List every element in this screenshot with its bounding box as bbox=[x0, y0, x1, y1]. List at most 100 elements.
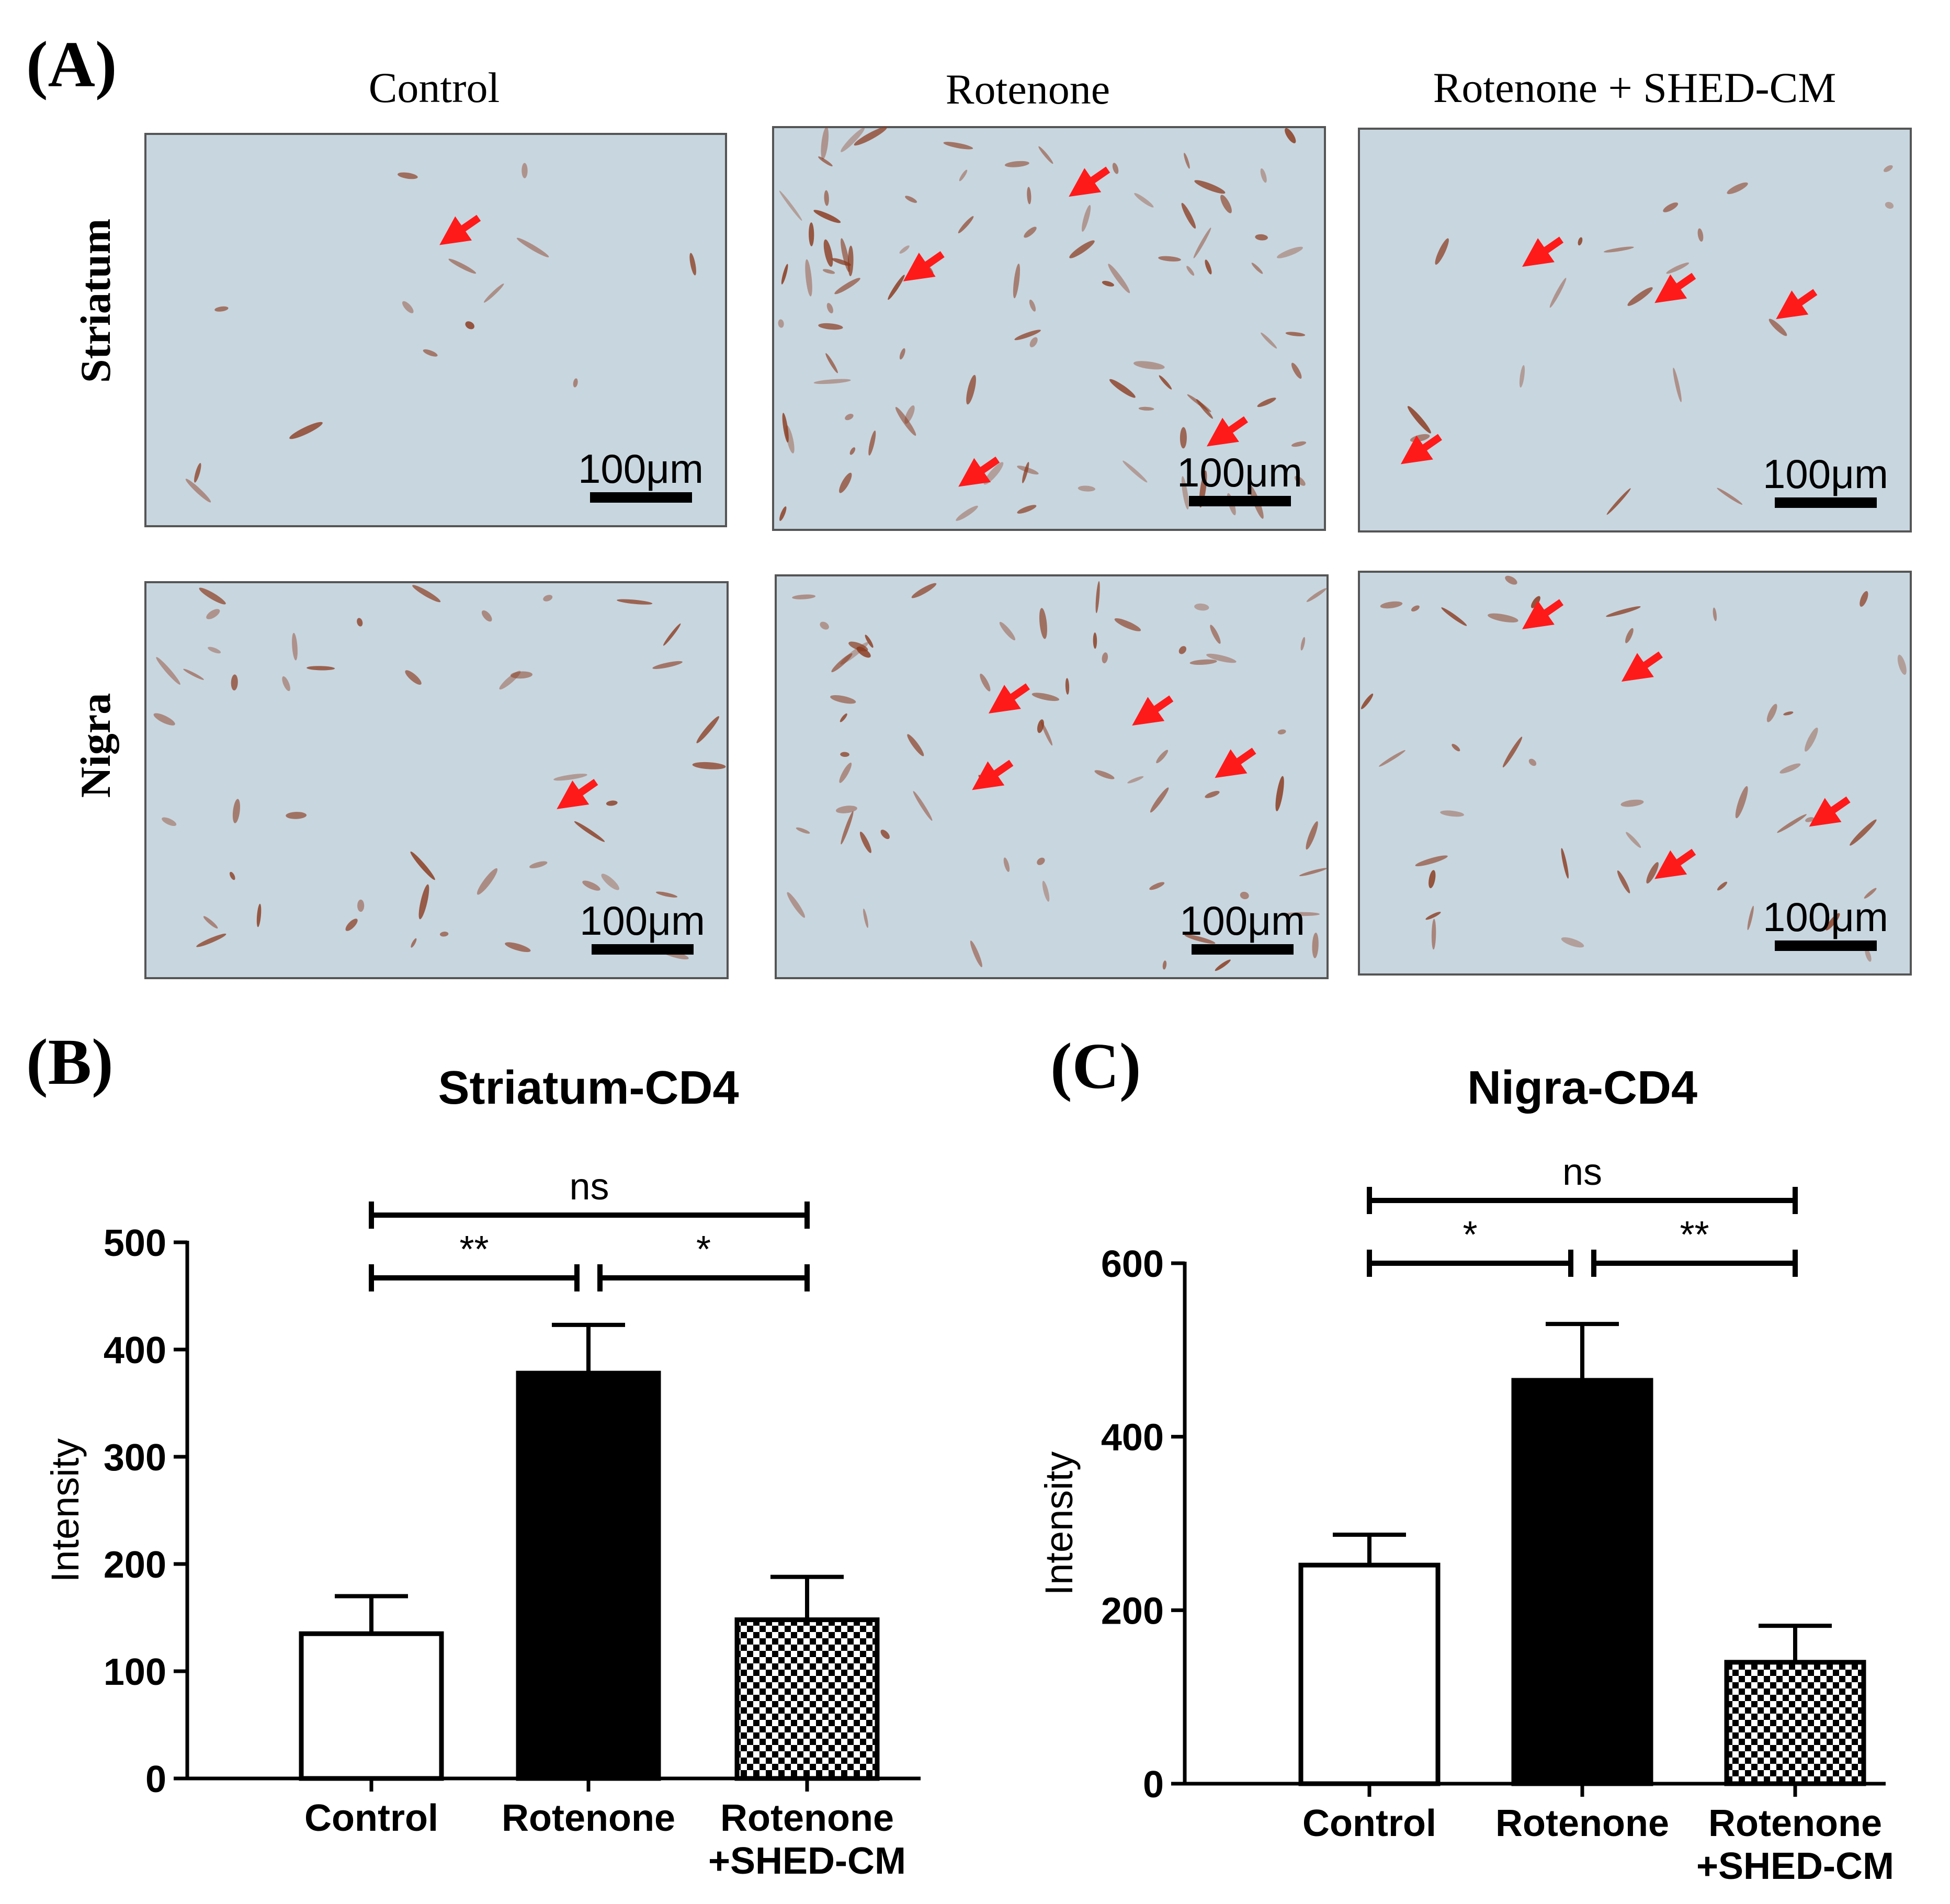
stained-cell bbox=[1065, 678, 1070, 695]
stained-cell bbox=[1275, 776, 1284, 811]
stained-cell bbox=[1108, 264, 1130, 293]
stained-cell bbox=[1766, 704, 1777, 722]
stained-cell bbox=[1435, 238, 1449, 265]
bar bbox=[1298, 1562, 1441, 1786]
red-arrow-icon bbox=[988, 683, 1030, 714]
stained-cell bbox=[410, 851, 435, 880]
chart-nigra-cd4: Nigra-CD4 Intensity 0 200 400 600 Control Roten… bbox=[1037, 1062, 1894, 1887]
red-arrow-icon bbox=[1215, 747, 1256, 778]
stained-cell bbox=[849, 447, 856, 455]
stained-cell bbox=[1127, 776, 1144, 784]
stained-cell bbox=[1411, 605, 1420, 611]
x-tick-label: +SHED-CM bbox=[1696, 1845, 1894, 1887]
y-tick-label: 100 bbox=[104, 1651, 166, 1693]
stained-cell bbox=[824, 190, 829, 206]
stained-cell bbox=[1429, 870, 1436, 889]
stained-cell bbox=[825, 353, 838, 373]
column-header-rotenone: Rotenone bbox=[946, 65, 1110, 113]
stained-cell bbox=[1109, 379, 1136, 398]
stained-cell bbox=[582, 880, 600, 891]
stained-cell bbox=[1094, 770, 1115, 779]
stained-cell bbox=[448, 258, 477, 274]
stained-cell bbox=[781, 264, 788, 285]
stained-cell bbox=[1138, 406, 1154, 411]
stained-cell bbox=[1029, 299, 1036, 312]
stained-cell bbox=[904, 405, 915, 424]
stained-cell bbox=[1215, 959, 1231, 971]
x-tick-label: Rotenone bbox=[1495, 1803, 1669, 1844]
stained-cell bbox=[1187, 394, 1211, 412]
red-arrow-icon bbox=[1132, 695, 1174, 726]
bar bbox=[1724, 1660, 1866, 1786]
micrograph-image bbox=[1358, 571, 1912, 976]
stained-cell bbox=[286, 812, 307, 819]
stained-cell bbox=[1039, 608, 1047, 639]
stained-cell bbox=[307, 666, 335, 671]
stained-cell bbox=[1299, 868, 1327, 877]
stained-cell bbox=[1156, 750, 1169, 764]
bar bbox=[1511, 1378, 1653, 1786]
stained-cell bbox=[1578, 237, 1583, 246]
scale-bar bbox=[1775, 497, 1877, 508]
stained-cell bbox=[156, 657, 180, 685]
micrograph-nigra-rotenone: 100μm bbox=[775, 574, 1329, 979]
stained-cell bbox=[1158, 256, 1181, 262]
stained-cell bbox=[1604, 246, 1634, 253]
stained-cell bbox=[1617, 870, 1630, 893]
stained-cell bbox=[813, 379, 851, 384]
stained-cell bbox=[1431, 919, 1436, 950]
stained-cell bbox=[1180, 427, 1187, 449]
stained-cell bbox=[357, 618, 363, 627]
stained-cell bbox=[943, 142, 973, 150]
stained-cell bbox=[553, 774, 587, 781]
stained-cell bbox=[1620, 799, 1644, 807]
stained-cell bbox=[1186, 266, 1195, 276]
stained-cell bbox=[1220, 195, 1232, 213]
stained-cell bbox=[1488, 613, 1518, 623]
stained-cell bbox=[1184, 934, 1216, 944]
stained-cell bbox=[863, 909, 868, 928]
stained-cell bbox=[1189, 659, 1217, 665]
micrograph-image bbox=[772, 126, 1326, 531]
stained-cell bbox=[516, 237, 549, 257]
stained-cell bbox=[1210, 625, 1221, 644]
stained-cell bbox=[1240, 891, 1249, 900]
stained-cell bbox=[256, 903, 262, 927]
stained-cell bbox=[1024, 226, 1037, 238]
scale-bar bbox=[592, 944, 694, 955]
y-axis-label: Intensity bbox=[43, 1438, 87, 1583]
stained-cell bbox=[199, 587, 226, 605]
stained-cell bbox=[398, 172, 418, 179]
red-arrow-icon bbox=[1069, 166, 1110, 197]
stained-cell bbox=[574, 821, 605, 842]
x-tick-label: Control bbox=[1302, 1803, 1436, 1844]
stained-cell bbox=[796, 827, 810, 834]
y-axis-label: Intensity bbox=[1037, 1452, 1081, 1596]
stained-cell bbox=[663, 623, 681, 646]
stained-cell bbox=[289, 422, 323, 439]
stained-cell bbox=[1312, 932, 1319, 958]
stained-cell bbox=[1178, 646, 1187, 654]
stained-cell bbox=[1441, 607, 1467, 626]
red-arrow-icon bbox=[439, 214, 481, 245]
stained-cell bbox=[820, 621, 829, 630]
stained-cell bbox=[970, 940, 982, 967]
stained-cell bbox=[778, 319, 784, 328]
stained-cell bbox=[1042, 880, 1050, 902]
stained-cell bbox=[1897, 654, 1907, 675]
chart-title: Striatum-CD4 bbox=[438, 1062, 739, 1114]
stained-cell bbox=[779, 506, 787, 521]
micrograph-striatum-rotenone-shed-cm: 100μm bbox=[1358, 128, 1912, 532]
stained-cell bbox=[956, 505, 978, 521]
stained-cell bbox=[1380, 601, 1403, 609]
y-tick-label: 300 bbox=[104, 1437, 166, 1479]
x-tick-label: Rotenone bbox=[1708, 1803, 1882, 1844]
stained-cell bbox=[1606, 488, 1631, 515]
stained-cell bbox=[880, 830, 890, 840]
y-tick-label: 0 bbox=[1143, 1764, 1164, 1806]
stained-cell bbox=[411, 938, 417, 948]
stained-cell bbox=[1285, 128, 1296, 143]
stained-cell bbox=[652, 661, 683, 669]
stained-cell bbox=[505, 942, 531, 953]
stained-cell bbox=[1294, 475, 1306, 486]
